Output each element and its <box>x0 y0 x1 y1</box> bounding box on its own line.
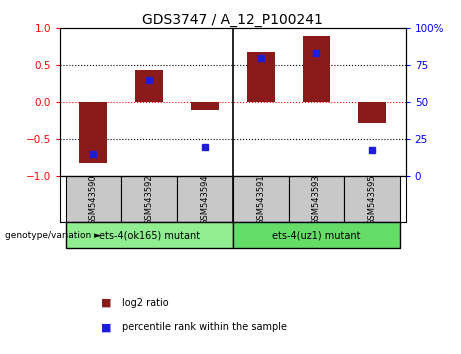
Bar <box>302 36 331 102</box>
Bar <box>289 176 344 222</box>
Bar <box>233 176 289 222</box>
Text: GSM543593: GSM543593 <box>312 174 321 225</box>
Text: ■: ■ <box>101 322 112 332</box>
Text: GSM543594: GSM543594 <box>201 174 209 224</box>
Text: ets-4(ok165) mutant: ets-4(ok165) mutant <box>99 230 200 240</box>
Bar <box>79 102 107 163</box>
Text: genotype/variation ►: genotype/variation ► <box>5 230 100 240</box>
Bar <box>233 222 400 248</box>
Text: percentile rank within the sample: percentile rank within the sample <box>122 322 287 332</box>
Bar <box>344 176 400 222</box>
Bar <box>358 102 386 123</box>
Text: GSM543592: GSM543592 <box>145 174 154 224</box>
Text: GSM543590: GSM543590 <box>89 174 98 224</box>
Bar <box>191 102 219 110</box>
Text: ■: ■ <box>101 298 112 308</box>
Bar <box>121 176 177 222</box>
Title: GDS3747 / A_12_P100241: GDS3747 / A_12_P100241 <box>142 13 323 27</box>
Bar <box>135 70 163 102</box>
Bar <box>177 176 233 222</box>
Text: ets-4(uz1) mutant: ets-4(uz1) mutant <box>272 230 361 240</box>
Bar <box>65 222 233 248</box>
Text: GSM543591: GSM543591 <box>256 174 265 224</box>
Bar <box>247 52 275 102</box>
Text: log2 ratio: log2 ratio <box>122 298 169 308</box>
Bar <box>65 176 121 222</box>
Text: GSM543595: GSM543595 <box>368 174 377 224</box>
